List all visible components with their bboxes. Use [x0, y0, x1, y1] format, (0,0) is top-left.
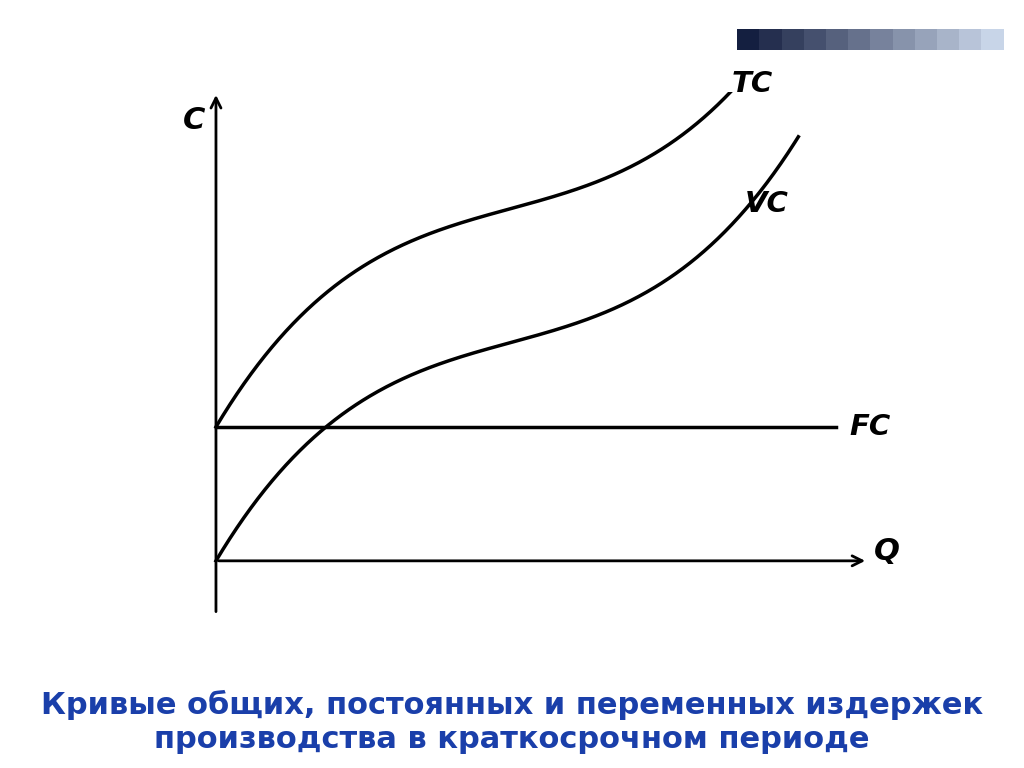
Bar	[981, 28, 1004, 71]
Bar	[804, 28, 826, 71]
Bar	[781, 28, 804, 71]
Bar	[760, 28, 781, 71]
Bar	[848, 28, 870, 71]
Text: TC: TC	[732, 70, 773, 98]
Text: Q: Q	[874, 538, 900, 567]
Text: VC: VC	[744, 190, 788, 218]
Text: FC: FC	[849, 413, 890, 441]
Bar	[737, 28, 760, 71]
Bar	[826, 28, 848, 71]
Bar	[937, 28, 959, 71]
Bar	[893, 28, 914, 71]
Text: C: C	[182, 105, 205, 134]
Bar	[959, 28, 981, 71]
Bar	[914, 28, 937, 71]
Bar	[870, 28, 893, 71]
Text: Кривые общих, постоянных и переменных издержек
производства в краткосрочном пери: Кривые общих, постоянных и переменных из…	[41, 690, 983, 753]
